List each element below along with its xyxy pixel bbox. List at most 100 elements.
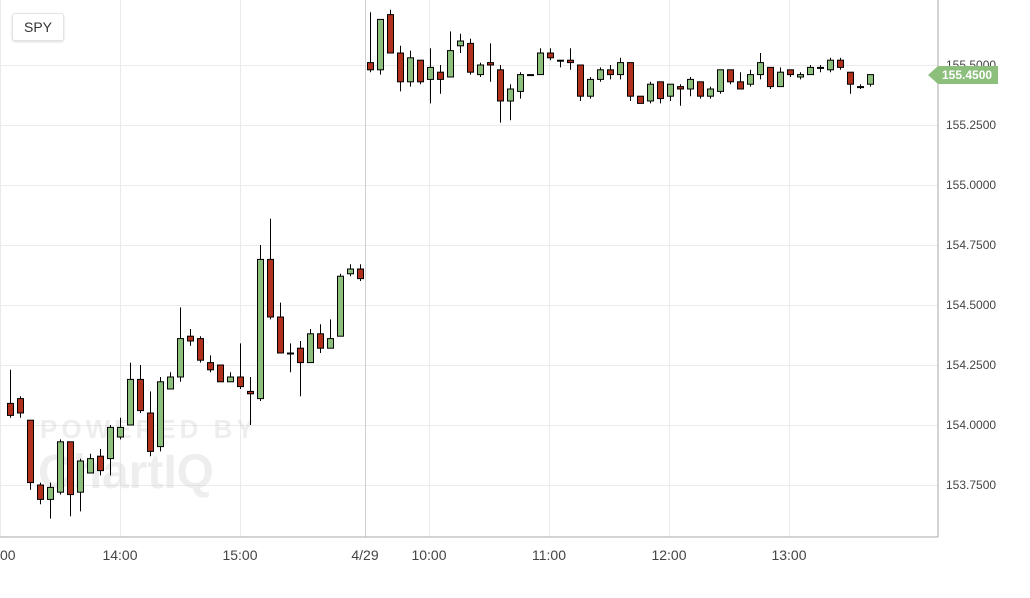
candle-body-down	[237, 376, 244, 388]
candle	[127, 362, 134, 426]
candle	[277, 302, 284, 354]
candle-body-up	[287, 352, 294, 355]
candle-body-up	[557, 59, 564, 62]
candle-body-up	[617, 62, 624, 76]
candle	[777, 67, 784, 88]
candle	[257, 245, 264, 401]
candles	[7, 9, 874, 519]
candle-body-down	[37, 484, 44, 500]
candle	[527, 74, 534, 77]
candle	[697, 81, 704, 99]
candle	[307, 329, 314, 364]
candle-body-down	[547, 52, 554, 59]
candle-body-up	[667, 83, 674, 97]
candle	[377, 18, 384, 75]
candle-body-up	[817, 66, 824, 69]
candle	[327, 319, 334, 349]
candle-body-up	[107, 426, 114, 460]
candle-body-down	[97, 455, 104, 472]
candle-body-up	[157, 381, 164, 448]
candle-body-down	[417, 59, 424, 83]
candle	[57, 439, 64, 495]
watermark-top: POWERED BY	[40, 414, 258, 444]
candle-body-up	[377, 18, 384, 71]
candle-body-up	[707, 88, 714, 97]
candle-body-down	[637, 95, 644, 104]
candle-body-down	[197, 338, 204, 361]
candle	[207, 355, 214, 373]
candle	[417, 59, 424, 85]
candle	[577, 64, 584, 101]
watermark-bottom: ChartIQ	[38, 446, 214, 499]
candle-body-down	[487, 62, 494, 66]
candle-body-down	[187, 335, 194, 342]
x-tick-label: 00	[0, 547, 16, 563]
x-axis: 00 14:00 15:00 4/29 10:00 11:00 12:00 13:00	[0, 547, 807, 563]
y-tick-label: 154.7500	[946, 238, 996, 252]
y-tick-label: 155.0000	[946, 178, 996, 192]
candle-body-up	[527, 74, 534, 77]
candle-body-down	[577, 64, 584, 97]
x-tick-label: 13:00	[771, 547, 806, 563]
candle-body-down	[677, 86, 684, 90]
candle-body-up	[857, 86, 864, 89]
candle-body-up	[447, 50, 454, 78]
candle	[67, 441, 74, 517]
candle-body-up	[587, 78, 594, 97]
candle	[437, 65, 444, 94]
candle-body-up	[457, 40, 464, 47]
candle-body-down	[7, 402, 14, 416]
candle	[547, 48, 554, 61]
candle	[647, 81, 654, 104]
candle	[837, 57, 844, 70]
candle	[497, 65, 504, 123]
candle-body-down	[767, 66, 774, 88]
candle	[867, 74, 874, 87]
x-tick-label: 11:00	[532, 547, 566, 563]
candle	[607, 65, 614, 80]
candle-body-up	[687, 78, 694, 90]
candle-body-down	[467, 42, 474, 73]
candle	[507, 84, 514, 121]
candle	[347, 264, 354, 277]
candle	[227, 372, 234, 383]
x-tick-label: 10:00	[411, 547, 446, 563]
candle-body-down	[67, 441, 74, 496]
candle	[147, 391, 154, 457]
y-axis: 155.5000155.2500155.0000154.7500154.5000…	[946, 58, 996, 492]
candle-body-up	[867, 74, 874, 85]
candle	[357, 264, 364, 281]
candle	[427, 48, 434, 104]
y-tick-label: 154.0000	[946, 418, 996, 432]
candle-body-up	[777, 71, 784, 88]
y-tick-label: 153.7500	[946, 478, 996, 492]
candle	[17, 396, 24, 418]
candle-body-up	[747, 74, 754, 85]
candle-body-down	[837, 59, 844, 68]
candle-body-up	[517, 74, 524, 92]
candle	[107, 425, 114, 476]
candle	[447, 31, 454, 78]
candle-body-down	[277, 316, 284, 354]
candle	[87, 453, 94, 474]
candle-body-down	[267, 258, 274, 318]
candle	[857, 84, 864, 89]
candle-body-up	[427, 66, 434, 80]
candle-body-down	[137, 378, 144, 412]
symbol-button[interactable]: SPY	[12, 13, 64, 41]
candle-body-up	[337, 275, 344, 337]
candle	[807, 65, 814, 76]
candle	[467, 38, 474, 75]
candle-body-down	[217, 364, 224, 383]
candle	[7, 369, 14, 418]
candle-body-up	[647, 83, 654, 102]
current-price-label: 155.4500	[942, 68, 992, 82]
candle	[97, 449, 104, 476]
candle-body-down	[737, 81, 744, 90]
candle	[137, 365, 144, 413]
candle	[297, 341, 304, 397]
candle	[47, 482, 54, 519]
candle	[737, 72, 744, 90]
